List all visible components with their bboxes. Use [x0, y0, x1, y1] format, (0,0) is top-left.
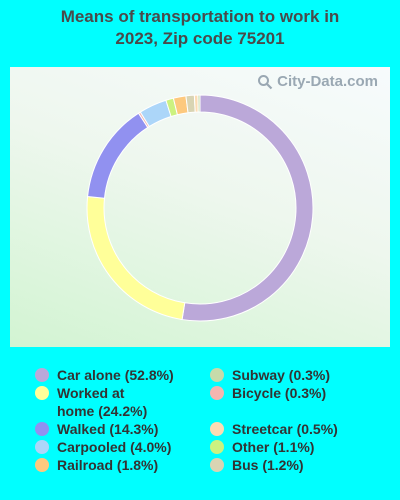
legend-swatch — [210, 440, 224, 454]
legend-swatch — [35, 422, 49, 436]
legend-item: Carpooled (4.0%) — [35, 438, 171, 456]
legend-swatch — [35, 440, 49, 454]
legend-item: Bus (1.2%) — [210, 456, 304, 474]
legend-swatch — [210, 386, 224, 400]
slice-worked-at-home — [86, 195, 186, 321]
legend-label: Streetcar (0.5%) — [232, 421, 338, 437]
legend-item: Worked at home (24.2%) — [35, 384, 165, 420]
legend-label: Bus (1.2%) — [232, 457, 304, 473]
legend-swatch — [210, 458, 224, 472]
donut-chart — [86, 94, 314, 322]
chart-title: Means of transportation to work in 2023,… — [0, 6, 400, 50]
watermark-text: City-Data.com — [277, 73, 378, 90]
legend-label: Worked at home (24.2%) — [57, 385, 148, 419]
legend-label: Bicycle (0.3%) — [232, 385, 327, 401]
legend-item: Subway (0.3%) — [210, 366, 330, 384]
plot-area — [10, 67, 390, 347]
legend-label: Other (1.1%) — [232, 439, 315, 455]
chart-title-line-2: 2023, Zip code 75201 — [115, 29, 285, 48]
chart-title-line-1: Means of transportation to work in — [60, 7, 340, 26]
legend-label: Car alone (52.8%) — [57, 367, 174, 383]
legend-label: Railroad (1.8%) — [57, 457, 159, 473]
legend-label: Walked (14.3%) — [57, 421, 159, 437]
legend-swatch — [35, 458, 49, 472]
watermark: City-Data.com — [257, 73, 378, 90]
legend-item: Other (1.1%) — [210, 438, 314, 456]
slice-bus — [185, 94, 196, 114]
slice-walked — [87, 112, 149, 199]
legend-swatch — [35, 368, 49, 382]
search-icon — [258, 74, 273, 89]
legend-label: Subway (0.3%) — [232, 367, 331, 383]
legend-item: Car alone (52.8%) — [35, 366, 174, 384]
legend-swatch — [210, 422, 224, 436]
slice-car-alone — [181, 94, 314, 322]
legend-item: Railroad (1.8%) — [35, 456, 158, 474]
legend-label: Carpooled (4.0%) — [57, 439, 172, 455]
legend-swatch — [210, 368, 224, 382]
legend: Car alone (52.8%) Worked at home (24.2%) W… — [0, 366, 400, 496]
legend-item: Walked (14.3%) — [35, 420, 158, 438]
slice-subway — [197, 94, 201, 113]
legend-item: Bicycle (0.3%) — [210, 384, 326, 402]
legend-item: Streetcar (0.5%) — [210, 420, 338, 438]
legend-swatch — [35, 386, 49, 400]
